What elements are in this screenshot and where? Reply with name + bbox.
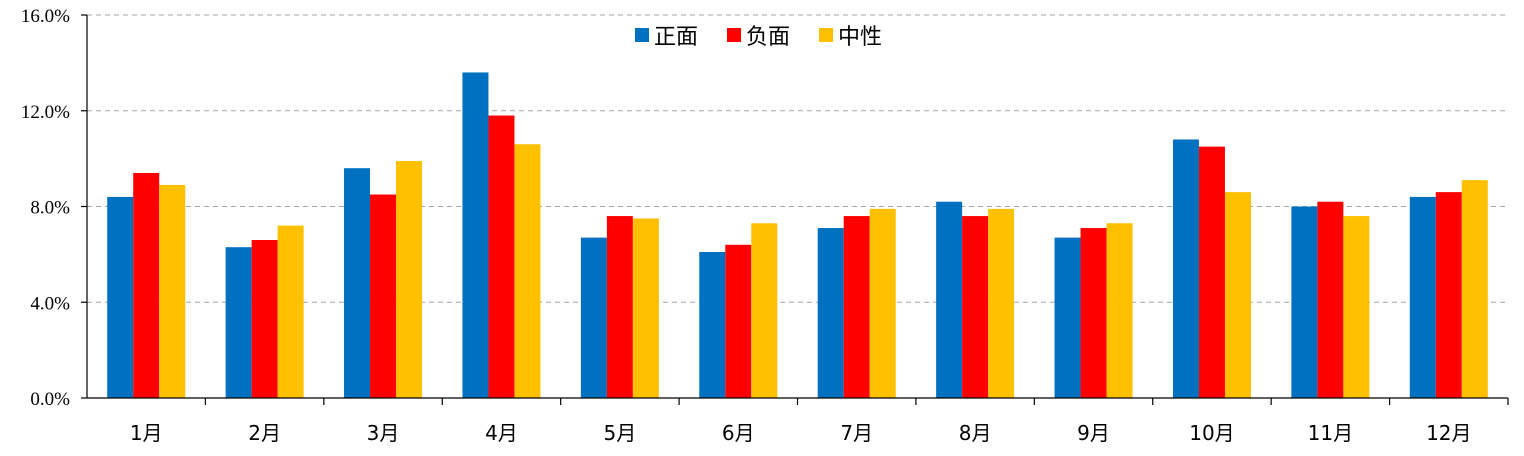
x-category-label: 7月 <box>840 421 873 445</box>
bar <box>725 244 752 398</box>
legend-swatch <box>635 28 649 42</box>
y-tick-label: 4.0% <box>30 293 70 314</box>
bar <box>869 208 896 398</box>
y-tick-label: 16.0% <box>21 6 70 27</box>
x-category-label: 1月 <box>130 421 163 445</box>
x-category-label: 4月 <box>485 421 518 445</box>
bar <box>1343 216 1370 398</box>
bar <box>277 225 304 398</box>
bar <box>344 168 371 398</box>
legend-label: 负面 <box>746 25 790 50</box>
bar <box>817 228 844 398</box>
bar <box>462 72 489 398</box>
x-category-label: 12月 <box>1426 421 1471 445</box>
bar <box>1409 196 1436 398</box>
bar <box>1080 228 1107 398</box>
bar <box>107 196 134 398</box>
legend-label: 正面 <box>654 25 698 50</box>
bar <box>1224 192 1251 398</box>
x-category-label: 5月 <box>604 421 637 445</box>
bar <box>606 216 633 398</box>
bar <box>488 115 515 398</box>
bar <box>514 144 541 398</box>
x-category-label: 10月 <box>1189 421 1234 445</box>
x-category-label: 11月 <box>1308 421 1353 445</box>
bar <box>699 251 726 398</box>
bar <box>632 218 659 398</box>
y-tick-label: 8.0% <box>30 198 70 219</box>
bar <box>159 184 186 398</box>
x-category-label: 2月 <box>248 421 281 445</box>
bar <box>962 216 989 398</box>
bar <box>1172 139 1199 398</box>
bar <box>1435 192 1462 398</box>
legend-label: 中性 <box>838 25 882 50</box>
bar <box>843 216 870 398</box>
bar <box>988 208 1015 398</box>
legend-swatch <box>727 28 741 42</box>
bar <box>1291 206 1318 398</box>
legend: 正面 负面 中性 <box>635 25 882 50</box>
bar <box>1317 201 1344 398</box>
legend-swatch <box>819 28 833 42</box>
x-category-label: 6月 <box>722 421 755 445</box>
bar <box>1461 180 1488 398</box>
x-category-label: 8月 <box>959 421 992 445</box>
bars <box>107 72 1488 398</box>
bar <box>751 223 778 398</box>
y-tick-label: 0.0% <box>30 389 70 410</box>
x-category-label: 3月 <box>367 421 400 445</box>
y-tick-label: 12.0% <box>21 102 70 123</box>
bar <box>936 201 963 398</box>
axes <box>81 14 1509 405</box>
bar <box>1198 146 1225 398</box>
bar <box>225 247 252 398</box>
y-tick-labels: 0.0% 4.0% 8.0% 12.0% 16.0% <box>21 6 70 410</box>
gridlines <box>87 14 1508 303</box>
bar <box>1106 223 1133 398</box>
bar <box>370 194 397 398</box>
bar <box>1054 237 1081 398</box>
x-category-label: 9月 <box>1077 421 1110 445</box>
bar <box>133 172 160 398</box>
bar <box>580 237 607 398</box>
bar <box>251 240 278 398</box>
x-category-labels: 1月 2月 3月 4月 5月 6月 7月 8月 9月 10月 11月 12月 <box>130 421 1472 445</box>
bar <box>396 161 423 398</box>
